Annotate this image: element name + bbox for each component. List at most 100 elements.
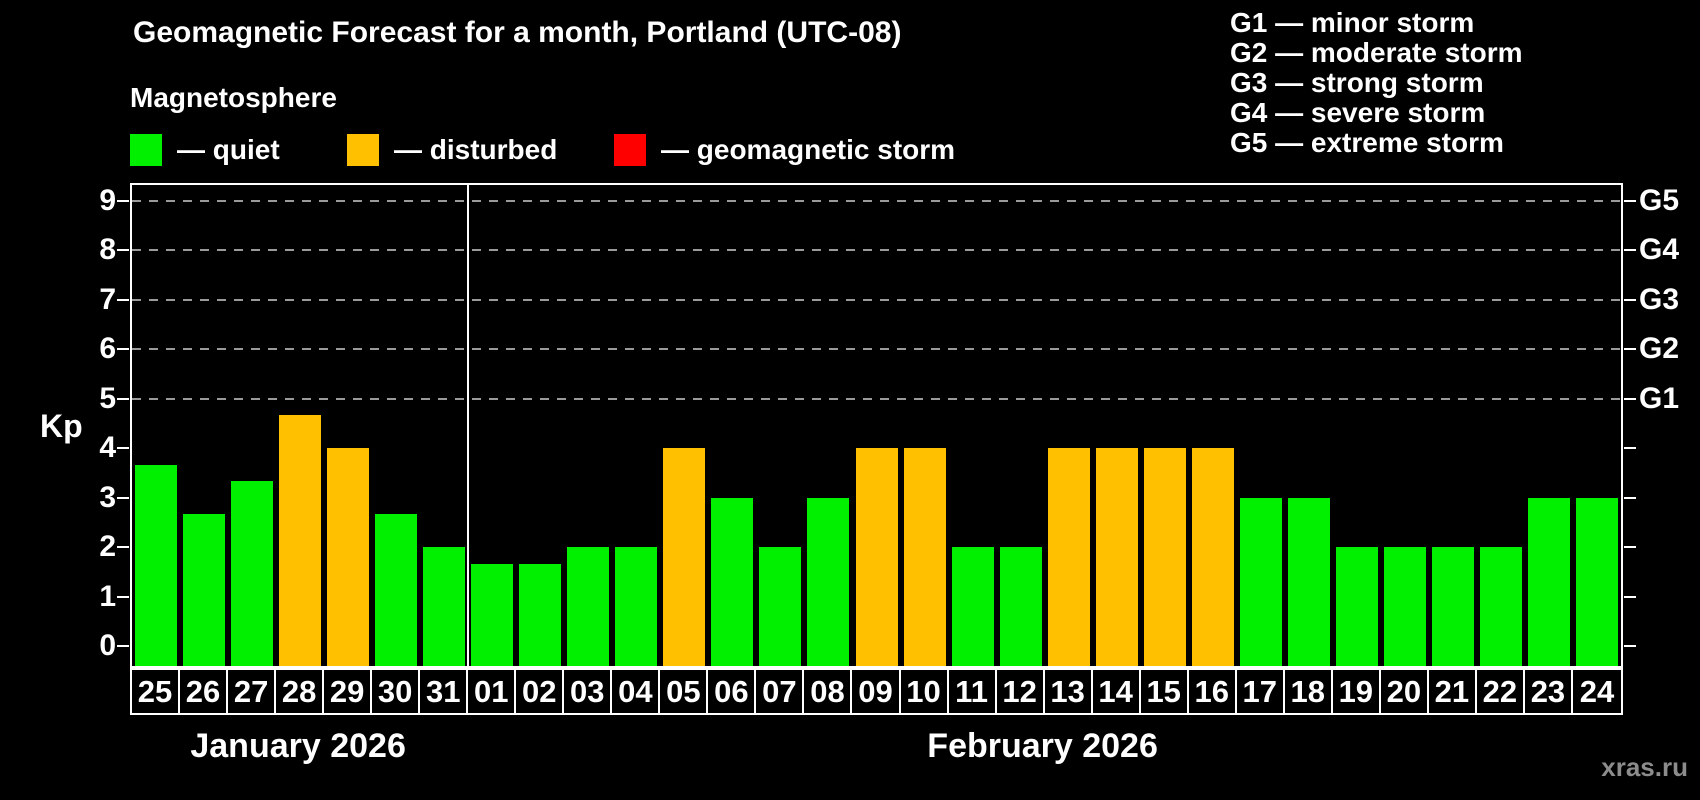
day-label-24: 24 — [1579, 673, 1615, 709]
legend-item-quiet: — quiet — [130, 132, 280, 168]
kp-bar-day-20 — [1383, 547, 1426, 666]
day-label-28: 28 — [276, 670, 325, 713]
day-axis-row: 25 26 27 28 29 30 31 01 02 03 04 05 06 07 08 09 10 11 12 13… — [130, 668, 1623, 715]
kp-bar-day-22 — [1479, 547, 1522, 666]
day-label-23: 23 — [1525, 670, 1573, 713]
g-axis-label-g3: G3 — [1639, 282, 1680, 316]
right-axis-tick — [1624, 546, 1636, 549]
day-label-30: 30 — [372, 670, 421, 713]
g-legend-line-3: G3 — strong storm — [1230, 67, 1484, 98]
kp-bar-day-09 — [855, 448, 898, 666]
day-label-10: 10 — [901, 670, 949, 713]
day-label-19: 19 — [1333, 670, 1381, 713]
g-axis-label-g1: G1 — [1639, 381, 1680, 415]
left-axis-tick — [117, 199, 129, 202]
month-label-0: January 2026 — [190, 727, 406, 765]
gridline-kp-7 — [132, 298, 1621, 301]
page-title: Geomagnetic Forecast for a month, Portla… — [133, 16, 902, 49]
month-labels-row: January 2026 February 2026 — [130, 727, 1623, 772]
kp-bar-day-31 — [423, 547, 466, 666]
day-label-20: 20 — [1381, 670, 1429, 713]
left-axis-tick — [117, 447, 129, 450]
y-tick-label: 7 — [99, 282, 116, 316]
left-axis-tick — [117, 645, 129, 648]
kp-bar-day-23 — [1527, 497, 1570, 666]
day-label-12: 12 — [997, 670, 1045, 713]
g-axis-label-g4: G4 — [1639, 233, 1680, 267]
day-label-08: 08 — [804, 670, 853, 713]
y-tick-label: 4 — [99, 431, 116, 465]
y-tick-label: 8 — [99, 233, 116, 267]
kp-bar-day-02 — [519, 563, 562, 666]
g-scale-legend: G1 — minor storm G2 — moderate storm G3 — … — [1230, 8, 1523, 158]
kp-bar-day-11 — [951, 547, 994, 666]
right-axis-tick — [1624, 447, 1636, 450]
kp-bar-day-25 — [135, 464, 178, 666]
kp-bar-day-07 — [759, 547, 802, 666]
right-axis-tick — [1624, 348, 1636, 351]
y-tick-label: 2 — [99, 530, 116, 564]
day-label-31: 31 — [420, 670, 469, 713]
g-legend-line-4: G4 — severe storm — [1230, 97, 1486, 128]
right-axis-tick — [1624, 645, 1636, 648]
left-axis-tick — [117, 595, 129, 598]
day-label-14: 14 — [1093, 670, 1141, 713]
quiet-swatch-icon — [130, 134, 162, 166]
day-label-13: 13 — [1045, 670, 1093, 713]
left-axis-tick — [117, 496, 129, 499]
left-axis-tick — [117, 249, 129, 252]
day-label-25: 25 — [132, 670, 181, 713]
gridline-kp-9 — [132, 199, 1621, 202]
y-axis-title: Kp — [40, 408, 83, 444]
gridline-kp-6 — [132, 348, 1621, 351]
g-legend-line-5: G5 — extreme storm — [1230, 127, 1504, 158]
day-label-26: 26 — [180, 670, 229, 713]
gridline-kp-5 — [132, 397, 1621, 400]
kp-bar-day-15 — [1143, 448, 1186, 666]
right-axis-tick — [1624, 595, 1636, 598]
status-legend: — quiet — disturbed — geomagnetic storm — [0, 132, 1100, 172]
day-label-04: 04 — [612, 670, 661, 713]
y-tick-label: 1 — [99, 579, 116, 613]
storm-swatch-icon — [614, 134, 646, 166]
day-label-09: 09 — [852, 670, 901, 713]
kp-bar-day-08 — [807, 497, 850, 666]
kp-bar-day-18 — [1287, 497, 1330, 666]
day-label-21: 21 — [1429, 670, 1477, 713]
left-axis-tick — [117, 546, 129, 549]
disturbed-swatch-icon — [347, 134, 379, 166]
left-axis-tick — [117, 348, 129, 351]
kp-bar-day-24 — [1575, 497, 1618, 666]
day-label-17: 17 — [1237, 670, 1285, 713]
g-legend-line-1: G1 — minor storm — [1230, 7, 1475, 38]
kp-bar-day-04 — [615, 547, 658, 666]
kp-bar-day-10 — [903, 448, 946, 666]
kp-bar-day-12 — [999, 547, 1042, 666]
chart-subtitle: Magnetosphere — [130, 82, 337, 113]
day-label-29: 29 — [324, 670, 373, 713]
kp-bar-day-28 — [279, 415, 322, 666]
kp-bar-day-01 — [471, 563, 514, 666]
legend-label-disturbed: — disturbed — [394, 134, 558, 165]
kp-bar-day-21 — [1431, 547, 1474, 666]
right-axis-tick — [1624, 397, 1636, 400]
gridline-kp-8 — [132, 249, 1621, 252]
day-label-03: 03 — [564, 670, 613, 713]
plot-inner: 0 1 2 3 4 5 6 7 8 9 G1 G2 G3 G4 G5 — [99, 184, 1679, 666]
day-label-16: 16 — [1189, 670, 1237, 713]
month-separator-line — [467, 185, 470, 666]
kp-bar-day-06 — [711, 497, 754, 666]
right-axis-tick — [1624, 199, 1636, 202]
kp-bar-day-03 — [567, 547, 610, 666]
kp-bar-day-19 — [1335, 547, 1378, 666]
day-label-01: 01 — [468, 670, 517, 713]
day-label-22: 22 — [1477, 670, 1525, 713]
kp-bar-day-05 — [663, 448, 706, 666]
watermark: xras.ru — [1601, 752, 1688, 782]
day-label-05: 05 — [660, 670, 709, 713]
right-axis-tick — [1624, 249, 1636, 252]
day-label-11: 11 — [949, 670, 997, 713]
kp-bar-day-29 — [327, 448, 370, 666]
y-tick-label: 6 — [99, 332, 116, 366]
kp-bar-day-30 — [375, 514, 418, 666]
